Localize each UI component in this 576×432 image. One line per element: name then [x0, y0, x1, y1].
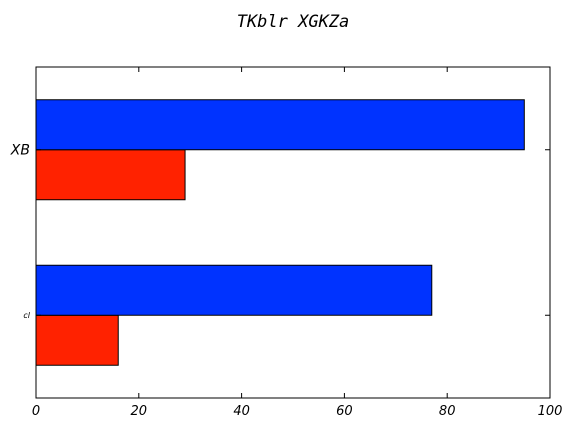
x-tick-label: 40: [233, 404, 250, 419]
bar-cl-series-0: [35, 314, 119, 366]
y-category-label: cl: [23, 311, 30, 320]
x-tick-label: 20: [131, 404, 148, 419]
x-tick-label: 0: [32, 404, 40, 419]
x-tick-label: 80: [439, 404, 456, 419]
chart-title: TKblr XGKZa: [237, 12, 350, 32]
x-tick-label: 100: [538, 404, 563, 419]
plot-area-frame: [35, 66, 551, 399]
x-tick-label: 60: [336, 404, 353, 419]
y-category-label: XB: [10, 143, 30, 159]
bar-XB-series-0: [35, 149, 186, 201]
bar-cl-series-1: [35, 264, 433, 316]
bar-XB-series-1: [35, 99, 525, 151]
